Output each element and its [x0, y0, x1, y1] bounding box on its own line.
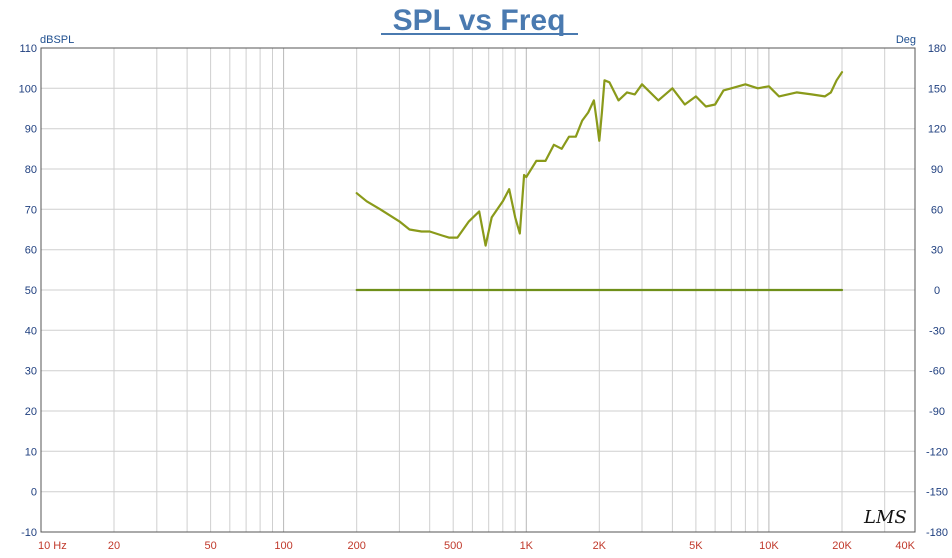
x-tick-label: 50 [204, 540, 216, 552]
lms-watermark: LMS [863, 507, 907, 528]
x-tick-labels: 10 Hz 20 50 100 200 500 1K 2K 5K 10K 20K 40K [38, 540, 916, 552]
y-tick-labels-left: -10 0 10 20 30 40 50 60 70 80 90 100 110 [19, 43, 37, 539]
x-tick-label: 5K [689, 540, 703, 552]
x-tick-label: 2K [593, 540, 607, 552]
y-tick-label-left: 70 [25, 204, 37, 216]
x-tick-label: 20K [832, 540, 852, 552]
y-tick-label-left: 10 [25, 446, 37, 458]
y-tick-label-left: 40 [25, 325, 37, 337]
y-tick-label-right: 60 [931, 204, 943, 216]
y-tick-label-left: 100 [19, 83, 37, 95]
y-tick-label-left: 60 [25, 245, 37, 257]
y-tick-label-right: 30 [931, 245, 943, 257]
x-tick-label: 40K [895, 540, 915, 552]
x-tick-label: 1K [520, 540, 534, 552]
y-tick-label-left: 30 [25, 366, 37, 378]
x-tick-label: 500 [444, 540, 462, 552]
x-tick-label: 200 [348, 540, 366, 552]
y-tick-label-right: -150 [926, 487, 948, 499]
y-tick-label-right: -90 [929, 406, 945, 418]
plot-area-border [40, 47, 916, 533]
y-tick-label-right: 120 [928, 124, 946, 136]
x-tick-label: 20 [108, 540, 120, 552]
y-tick-label-left: 0 [31, 487, 37, 499]
chart-title: SPL vs Freq [393, 4, 566, 37]
series-spl-line [355, 71, 844, 247]
y-tick-label-right: 0 [934, 285, 940, 297]
y-tick-label-right: -60 [929, 366, 945, 378]
y-tick-label-right: -120 [926, 446, 948, 458]
x-tick-label: 100 [274, 540, 292, 552]
y-axis-label-left: dBSPL [40, 34, 74, 46]
y-tick-labels-right: -180 -150 -120 -90 -60 -30 0 30 60 90 120 150 180 [926, 43, 948, 539]
y-tick-label-left: 50 [25, 285, 37, 297]
y-tick-label-right: 90 [931, 164, 943, 176]
y-tick-label-left: 90 [25, 124, 37, 136]
y-tick-label-left: 110 [19, 43, 37, 55]
y-tick-label-right: -30 [929, 325, 945, 337]
y-tick-label-right: 180 [928, 43, 946, 55]
y-tick-label-right: 150 [928, 83, 946, 95]
y-axis-label-right: Deg [896, 34, 916, 46]
x-tick-label: 10 Hz [38, 540, 67, 552]
series-group [355, 71, 844, 292]
y-tick-label-left: -10 [21, 527, 37, 539]
x-tick-label: 10K [759, 540, 779, 552]
y-tick-label-left: 80 [25, 164, 37, 176]
y-tick-label-left: 20 [25, 406, 37, 418]
y-tick-label-right: -180 [926, 527, 948, 539]
